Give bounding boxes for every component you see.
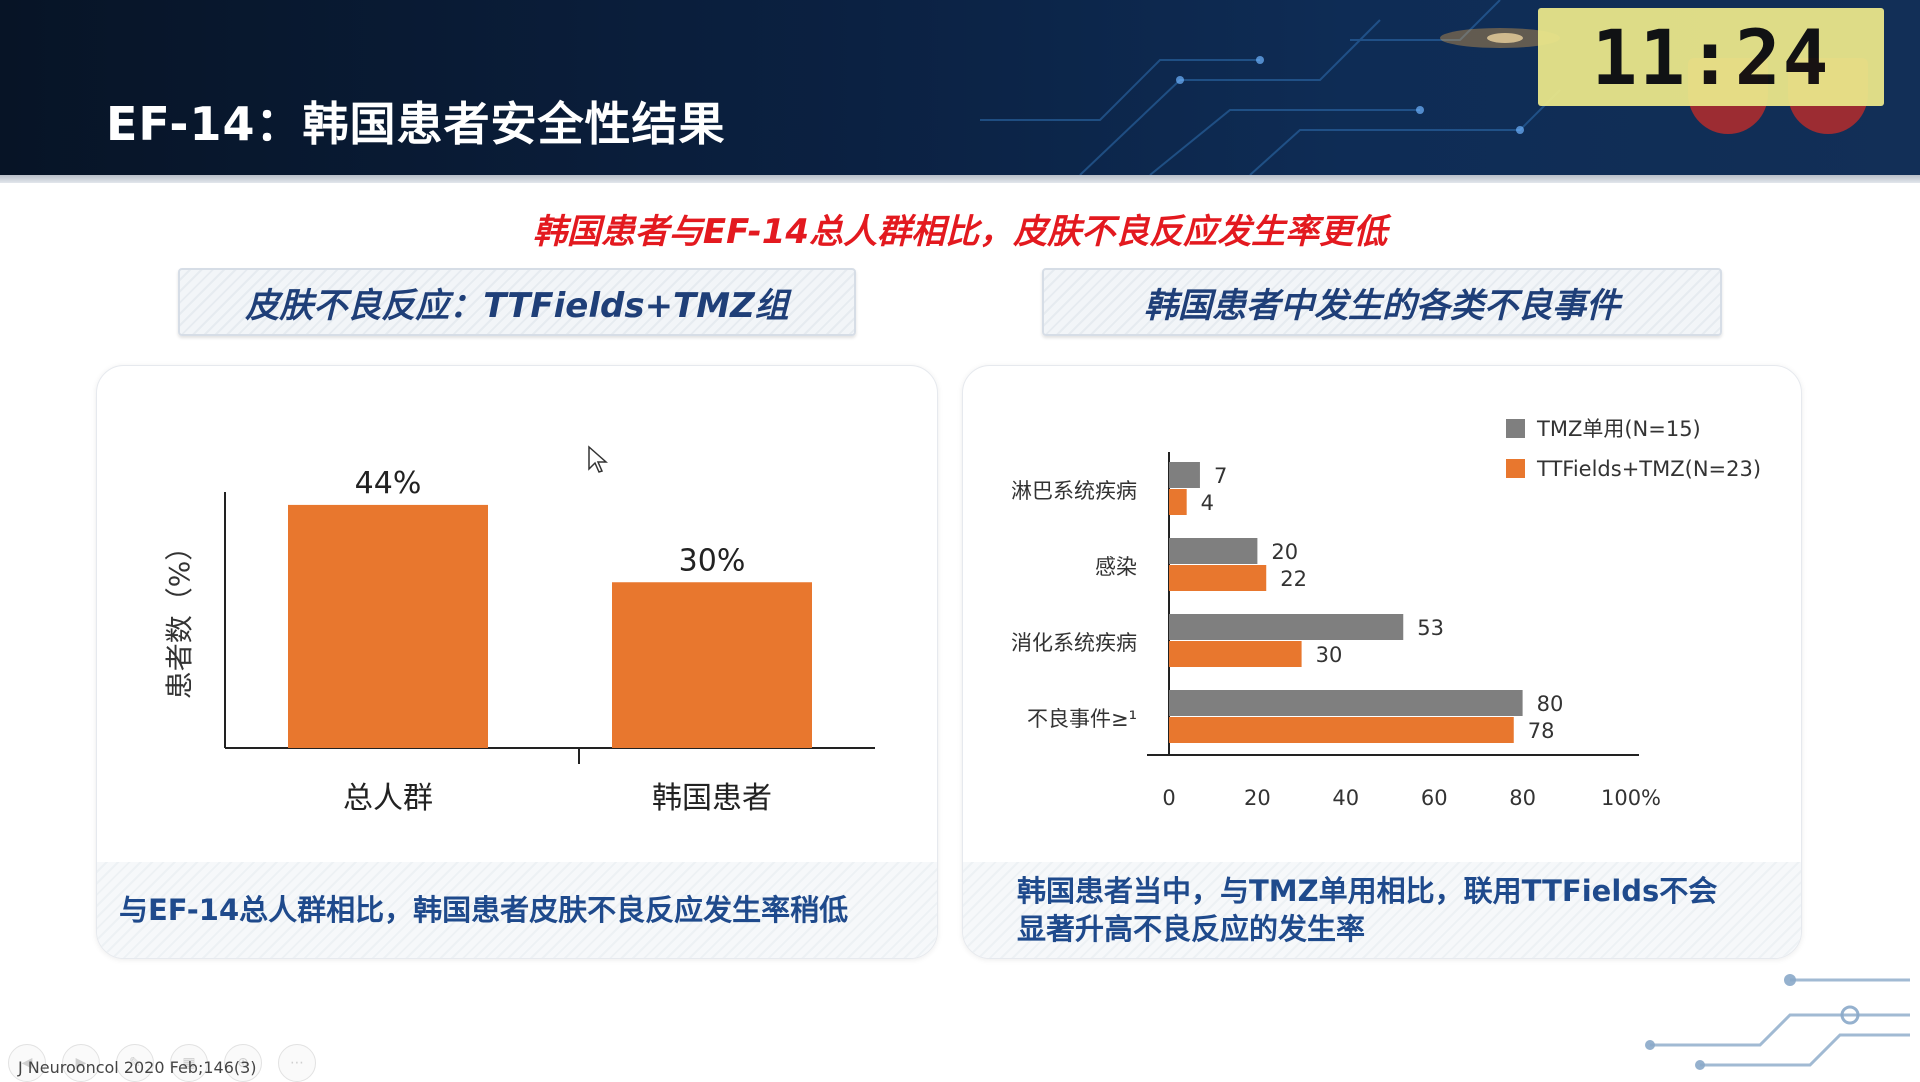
legend-swatch [1506, 419, 1525, 438]
mouse-cursor-icon [588, 445, 608, 473]
clock-overlay: 11:24 [1538, 8, 1884, 106]
right-section-label: 韩国患者中发生的各类不良事件 [1042, 268, 1722, 336]
left-section-label: 皮肤不良反应：TTFields+TMZ组 [178, 268, 856, 336]
data-label: 44% [355, 466, 422, 501]
bar [1169, 565, 1267, 591]
citation: J Neurooncol 2020 Feb;146(3) [18, 1058, 257, 1077]
left-panel: 44% 总人群 30% 韩国患者 患者数（%） 与EF-14总人群相比，韩国患者皮肤不良… [96, 365, 938, 959]
x-tick-label: 20 [1244, 786, 1271, 810]
x-tick-label: 60 [1421, 786, 1448, 810]
data-label: 30% [679, 543, 746, 578]
y-tick-label: 淋巴系统疾病 [1011, 479, 1137, 503]
right-footer-line-2: 显著升高不良反应的发生率 [1017, 912, 1366, 946]
left-footer-text: 与EF-14总人群相比，韩国患者皮肤不良反应发生率稍低 [119, 893, 849, 927]
header-divider [0, 175, 1920, 183]
data-label: 78 [1528, 719, 1555, 743]
data-label: 80 [1537, 692, 1564, 716]
x-tick-label: 40 [1332, 786, 1359, 810]
more-icon[interactable]: ⋯ [278, 1044, 316, 1082]
bar [288, 504, 488, 748]
right-panel-footer: 韩国患者当中，与TMZ单用相比，联用TTFields不会 显著升高不良反应的发生… [963, 862, 1801, 958]
x-tick-label: 100% [1601, 786, 1661, 810]
x-tick-label: 韩国患者 [652, 781, 772, 816]
bar [1169, 690, 1523, 716]
circuit-decoration [1645, 974, 1910, 1070]
prev-icon[interactable]: ◀ [8, 1044, 46, 1082]
slide-header: EF-14：韩国患者安全性结果 11:24 [0, 0, 1920, 175]
data-label: 30 [1316, 643, 1343, 667]
bar [1169, 538, 1258, 564]
pen-icon[interactable]: ✎ [116, 1044, 154, 1082]
bar [612, 582, 812, 748]
data-label: 22 [1280, 567, 1307, 591]
x-tick-label: 80 [1509, 786, 1536, 810]
bar [1169, 641, 1302, 667]
headline: 韩国患者与EF-14总人群相比，皮肤不良反应发生率更低 [532, 212, 1388, 252]
y-tick-label: 感染 [1095, 555, 1137, 579]
circuit-decoration [980, 0, 1561, 175]
slide-title: EF-14：韩国患者安全性结果 [106, 97, 726, 151]
legend-label: TMZ单用(N=15) [1536, 417, 1701, 441]
legend-swatch [1506, 459, 1525, 478]
x-tick-label: 总人群 [343, 781, 433, 816]
right-footer-line-1: 韩国患者当中，与TMZ单用相比，联用TTFields不会 [1017, 874, 1718, 908]
bar [1169, 462, 1200, 488]
bar [1169, 489, 1187, 515]
y-tick-label: 不良事件≥¹ [1027, 707, 1137, 731]
bar [1169, 614, 1404, 640]
data-label: 7 [1214, 464, 1227, 488]
data-label: 53 [1417, 616, 1444, 640]
legend-label: TTFields+TMZ(N=23) [1536, 457, 1761, 481]
bar [1169, 717, 1514, 743]
y-tick-label: 消化系统疾病 [1011, 631, 1137, 655]
adverse-events-chart: 淋巴系统疾病 74 感染 20 22 消化系统疾病 53 30 不良事件≥¹ 80 78 0 20 40 6… [1011, 417, 1761, 810]
data-label: 4 [1201, 491, 1214, 515]
next-icon[interactable]: ▶ [62, 1044, 100, 1082]
right-panel: 淋巴系统疾病 7 4 感染 20 22 消化系统疾病 53 30 不良事件≥¹ 80 78 0 20 40 6… [962, 365, 1802, 959]
skin-reaction-chart: 44% 总人群 30% 韩国患者 患者数（%） [163, 466, 875, 816]
zoom-icon[interactable]: ⊕ [224, 1044, 262, 1082]
y-axis-label: 患者数（%） [163, 533, 196, 700]
data-label: 20 [1271, 540, 1298, 564]
x-tick-label: 0 [1162, 786, 1175, 810]
left-panel-footer: 与EF-14总人群相比，韩国患者皮肤不良反应发生率稍低 [97, 862, 937, 958]
